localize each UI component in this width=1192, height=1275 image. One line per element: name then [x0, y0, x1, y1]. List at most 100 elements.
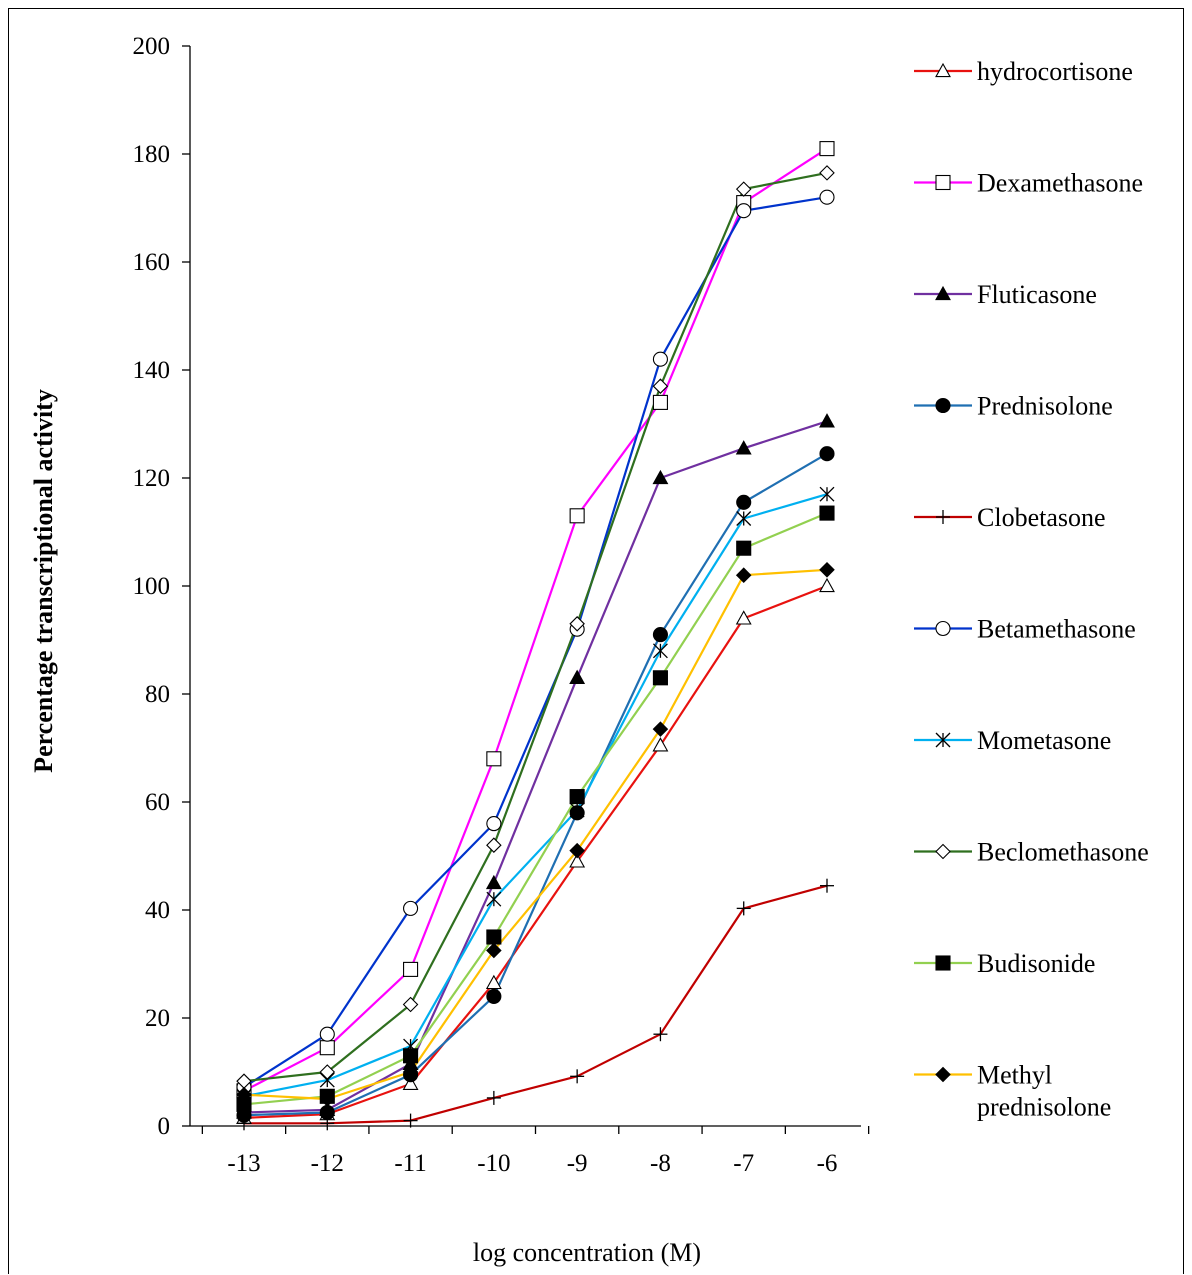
- data-point-clobetasone: [486, 1090, 501, 1105]
- data-point-betamethasone: [736, 203, 752, 219]
- data-point-beclomethasone: [402, 996, 419, 1013]
- data-point-beclomethasone: [652, 378, 669, 394]
- data-point-budisonide: [819, 505, 835, 521]
- legend-item-clobetasone: Clobetasone: [914, 503, 1106, 532]
- data-point-methyl-prednisolone: [402, 1064, 419, 1080]
- data-point-methyl-prednisolone: [819, 562, 835, 578]
- legend-marker: [935, 397, 951, 414]
- data-point-budisonide: [569, 789, 585, 805]
- series-line-betamethasone: [243, 196, 828, 1089]
- x-tick-label: -6: [817, 1150, 838, 1177]
- chart-frame: 0 20 40 60 80 100 120 140 160 180 200 -13 -12 -11 -10 -…: [8, 8, 1184, 1274]
- data-point-betamethasone: [652, 351, 668, 367]
- legend: hydrocortisone Dexamethasone Fluticasone Pr…: [914, 57, 1149, 1122]
- data-point-methyl-prednisolone: [652, 721, 669, 737]
- y-tick-label: 0: [158, 1113, 171, 1140]
- data-point-hydrocortisone: [652, 737, 669, 752]
- legend-label: hydrocortisone: [977, 57, 1133, 86]
- y-tick-label: 20: [145, 1005, 170, 1032]
- data-point-methyl-prednisolone: [319, 1091, 336, 1107]
- data-point-hydrocortisone: [485, 974, 502, 990]
- legend-label: Methyl: [977, 1061, 1052, 1090]
- line-chart: 0 20 40 60 80 100 120 140 160 180 200 -13 -12 -11 -10 -…: [29, 33, 1149, 1267]
- legend-label: Fluticasone: [977, 280, 1097, 309]
- x-tick-label: -13: [227, 1150, 260, 1177]
- y-tick-label: 180: [133, 141, 171, 168]
- x-tick-label: -11: [394, 1150, 426, 1177]
- data-point-prednisolone: [819, 446, 835, 462]
- data-point-clobetasone: [820, 878, 834, 893]
- legend-marker: [935, 843, 951, 860]
- legend-label: Beclomethasone: [977, 838, 1149, 867]
- x-axis-title: log concentration (M): [473, 1238, 701, 1267]
- legend-item-hydrocortisone: hydrocortisone: [914, 57, 1133, 86]
- data-point-dexamethasone: [319, 1040, 335, 1056]
- data-point-beclomethasone: [569, 616, 585, 632]
- data-point-clobetasone: [237, 1116, 251, 1131]
- legend-marker: [935, 732, 951, 748]
- data-point-dexamethasone: [569, 508, 585, 524]
- data-point-dexamethasone: [819, 141, 835, 157]
- data-point-betamethasone: [319, 1026, 335, 1042]
- x-tick-label: -8: [650, 1150, 671, 1177]
- x-tick-label: -7: [733, 1150, 754, 1177]
- data-point-betamethasone: [486, 816, 502, 832]
- data-point-beclomethasone: [735, 181, 752, 197]
- series-line-fluticasone: [243, 420, 828, 1114]
- data-point-beclomethasone: [486, 837, 502, 853]
- series-line-beclomethasone: [243, 171, 828, 1083]
- legend-item-mometasone: Mometasone: [914, 726, 1111, 755]
- data-point-mometasone: [819, 486, 835, 502]
- data-point-prednisolone: [652, 627, 668, 643]
- legend-label: Clobetasone: [977, 503, 1106, 532]
- data-point-mometasone: [652, 643, 668, 659]
- data-point-clobetasone: [403, 1113, 418, 1128]
- data-point-clobetasone: [570, 1069, 585, 1084]
- data-point-fluticasone: [569, 669, 586, 684]
- data-point-budisonide: [736, 540, 752, 556]
- data-point-methyl-prednisolone: [569, 842, 585, 859]
- legend-item-prednisolone: Prednisolone: [914, 392, 1113, 421]
- data-point-methyl-prednisolone: [236, 1086, 252, 1103]
- series-line-hydrocortisone: [243, 584, 828, 1119]
- legend-marker: [935, 1066, 951, 1083]
- data-point-budisonide: [403, 1048, 419, 1064]
- data-point-hydrocortisone: [735, 610, 752, 625]
- data-point-methyl-prednisolone: [486, 942, 502, 959]
- legend-label: prednisolone: [977, 1093, 1111, 1122]
- data-point-clobetasone: [736, 901, 751, 916]
- y-axis-title: Percentage transcriptional activity: [29, 389, 58, 773]
- data-point-mometasone: [736, 511, 752, 526]
- legend-item-fluticasone: Fluticasone: [914, 280, 1097, 309]
- data-point-clobetasone: [320, 1116, 335, 1131]
- data-point-methyl-prednisolone: [735, 567, 752, 583]
- legend-label: Budisonide: [977, 949, 1095, 978]
- data-point-fluticasone: [652, 469, 669, 485]
- legend-label: Dexamethasone: [977, 169, 1143, 198]
- series-line-mometasone: [243, 493, 828, 1098]
- data-point-budisonide: [652, 670, 668, 686]
- legend-item-dexamethasone: Dexamethasone: [914, 169, 1143, 198]
- series-line-prednisolone: [243, 452, 828, 1117]
- legend-marker: [935, 62, 951, 78]
- y-tick-label: 160: [133, 249, 171, 276]
- legend-item-methyl-prednisolone: Methyl prednisolone: [914, 1061, 1111, 1122]
- y-tick-label: 80: [145, 681, 170, 708]
- series-line-methyl-prednisolone: [243, 568, 828, 1101]
- legend-marker: [935, 285, 951, 301]
- data-point-prednisolone: [736, 494, 752, 510]
- legend-label: Prednisolone: [977, 392, 1113, 421]
- data-point-dexamethasone: [403, 961, 419, 977]
- legend-label: Betamethasone: [977, 615, 1136, 644]
- legend-item-beclomethasone: Beclomethasone: [914, 838, 1149, 867]
- legend-marker: [936, 510, 950, 524]
- data-point-betamethasone: [819, 189, 835, 205]
- legend-item-budisonide: Budisonide: [914, 949, 1095, 978]
- legend-item-betamethasone: Betamethasone: [914, 615, 1136, 644]
- series-lines: [243, 147, 828, 1125]
- data-point-budisonide: [486, 929, 502, 945]
- data-point-fluticasone: [819, 413, 835, 428]
- x-tick-label: -10: [477, 1150, 510, 1177]
- legend-marker: [935, 620, 951, 637]
- data-point-betamethasone: [403, 900, 419, 916]
